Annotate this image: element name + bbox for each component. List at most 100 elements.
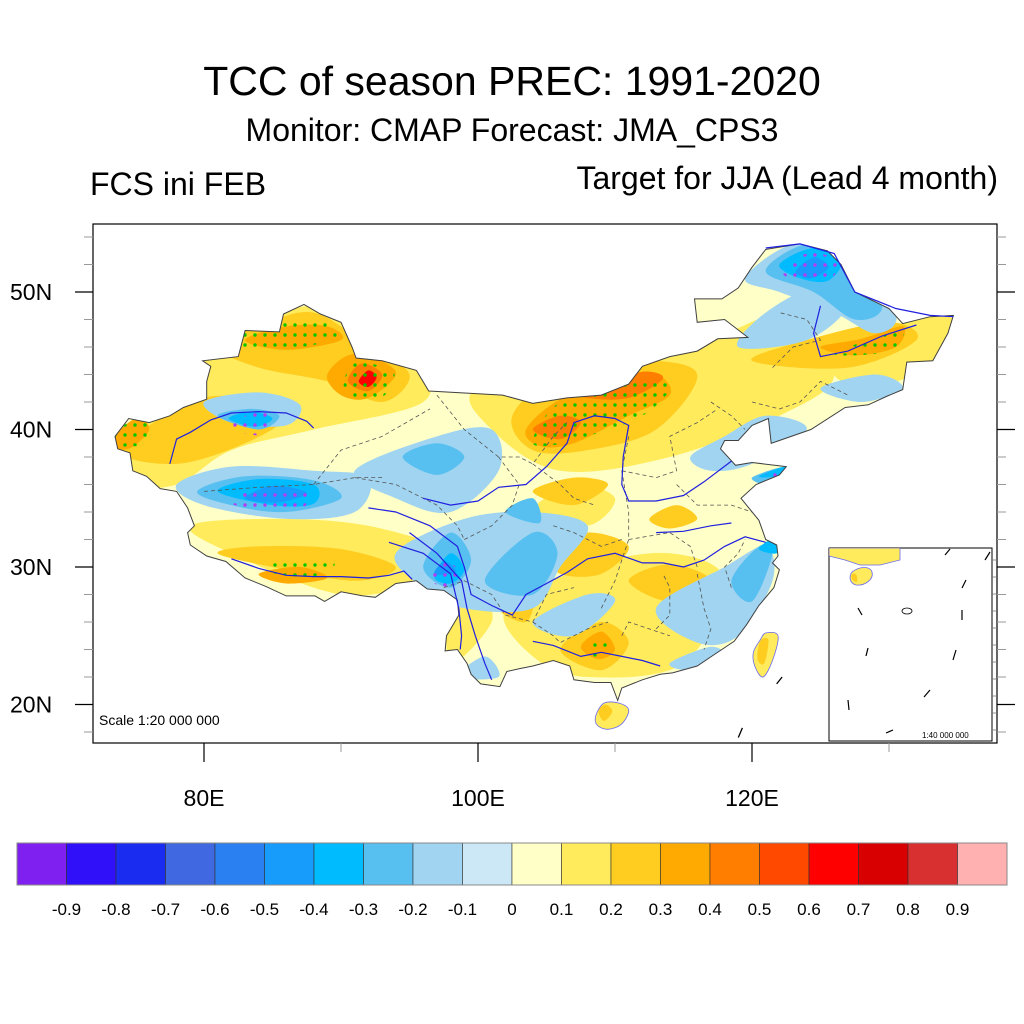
contour-region bbox=[649, 505, 698, 529]
province-border bbox=[628, 532, 698, 568]
river-line bbox=[423, 415, 732, 506]
contour-region bbox=[820, 374, 903, 402]
river-line bbox=[231, 558, 413, 580]
colorbar: -0.9 -0.8 -0.7 -0.6 -0.5 -0.4 -0.3 -0.2 -0.1 0 0.1… bbox=[16, 842, 1008, 919]
river-line bbox=[409, 532, 493, 681]
contour-region bbox=[532, 593, 616, 637]
province-border bbox=[621, 621, 670, 637]
province-border bbox=[464, 456, 520, 540]
significant-negative-stipple bbox=[231, 411, 273, 436]
significant-positive-stipple bbox=[265, 557, 335, 577]
colorbar-swatch bbox=[957, 842, 1008, 886]
province-border bbox=[532, 621, 609, 644]
nine-dash-segment bbox=[984, 551, 991, 561]
init-label: FCS ini FEB bbox=[90, 166, 267, 202]
colorbar-swatch bbox=[660, 842, 711, 886]
province-border bbox=[772, 312, 822, 368]
river-line bbox=[765, 243, 954, 318]
colorbar-label: -0.6 bbox=[200, 900, 229, 919]
significant-negative-stipple bbox=[231, 486, 310, 511]
contour-region bbox=[402, 443, 465, 475]
colorbar-swatch bbox=[462, 842, 513, 886]
nine-dash-segment bbox=[857, 607, 863, 616]
lat-tick-label: 30N bbox=[10, 554, 52, 580]
province-border bbox=[313, 408, 431, 485]
colorbar-label: -0.7 bbox=[151, 900, 180, 919]
colorbar-swatch bbox=[759, 842, 810, 886]
colorbar-swatch bbox=[412, 842, 463, 886]
river-line bbox=[812, 305, 917, 358]
nine-dash-segment bbox=[847, 699, 850, 711]
province-border bbox=[751, 380, 849, 410]
colorbar-swatch bbox=[214, 842, 265, 886]
taiwan-contour bbox=[757, 637, 769, 665]
colorbar-swatch bbox=[808, 842, 859, 886]
colorbar-label: 0.8 bbox=[896, 900, 920, 919]
nine-dash-segment bbox=[961, 579, 967, 589]
colorbar-label: 0.1 bbox=[550, 900, 574, 919]
province-border bbox=[553, 525, 622, 547]
colorbar-swatch bbox=[709, 842, 760, 886]
colorbar-label: 0.5 bbox=[748, 900, 772, 919]
province-border bbox=[676, 484, 753, 513]
colorbar-label: 0.6 bbox=[797, 900, 821, 919]
colorbar-swatch bbox=[511, 842, 562, 886]
province-border bbox=[354, 477, 465, 540]
colorbar-label: -0.8 bbox=[101, 900, 130, 919]
inset-islands bbox=[901, 607, 913, 615]
nine-dash-segment bbox=[944, 548, 951, 556]
province-border bbox=[621, 408, 719, 479]
significant-positive-stipple bbox=[224, 318, 337, 352]
colorbar-label: 0 bbox=[507, 900, 516, 919]
province-border bbox=[203, 477, 383, 492]
province-border bbox=[436, 394, 568, 465]
river-line bbox=[169, 410, 315, 465]
colorbar-label: -0.9 bbox=[52, 900, 81, 919]
river-line bbox=[656, 522, 732, 534]
boundary-dash bbox=[737, 727, 744, 738]
nine-dash-segment bbox=[923, 689, 931, 698]
river-line bbox=[388, 541, 463, 650]
map-scale-label: Scale 1:20 000 000 bbox=[99, 712, 220, 728]
colorbar-swatch bbox=[858, 842, 909, 886]
hainan-contour bbox=[598, 704, 613, 721]
colorbar-label: -0.4 bbox=[299, 900, 328, 919]
china-border bbox=[114, 243, 955, 702]
south-china-sea-inset: 1:40 000 000 bbox=[828, 547, 997, 742]
tcc-contour-field bbox=[114, 243, 955, 738]
colorbar-label: -0.1 bbox=[448, 900, 477, 919]
colorbar-label: -0.5 bbox=[250, 900, 279, 919]
contour-region bbox=[484, 531, 558, 596]
contour-region bbox=[731, 544, 773, 603]
province-border bbox=[710, 401, 746, 430]
lon-tick-label: 100E bbox=[451, 785, 505, 811]
lon-tick-label: 120E bbox=[725, 785, 779, 811]
inset-hainan-contour bbox=[851, 573, 858, 582]
significant-positive-stipple bbox=[587, 635, 610, 657]
colorbar-swatch bbox=[907, 842, 958, 886]
river-line bbox=[368, 507, 766, 616]
lat-tick-label: 20N bbox=[10, 692, 52, 718]
target-label: Target for JJA (Lead 4 month) bbox=[576, 160, 998, 196]
nine-dash-segment bbox=[885, 729, 894, 734]
colorbar-label: 0.9 bbox=[946, 900, 970, 919]
colorbar-swatch bbox=[610, 842, 661, 886]
province-border bbox=[532, 463, 595, 506]
lon-tick-label: 80E bbox=[184, 785, 225, 811]
significant-positive-stipple bbox=[115, 420, 150, 447]
river-line bbox=[532, 640, 661, 667]
chart-title: TCC of season PREC: 1991-2020 bbox=[203, 58, 821, 104]
contour-region bbox=[532, 477, 609, 506]
chart-subtitle: Monitor: CMAP Forecast: JMA_CPS3 bbox=[245, 112, 779, 148]
colorbar-swatch bbox=[313, 842, 364, 886]
boundary-dash bbox=[776, 676, 783, 685]
colorbar-swatch bbox=[66, 842, 117, 886]
inset-scale-label: 1:40 000 000 bbox=[922, 731, 969, 740]
significant-positive-stipple bbox=[833, 329, 904, 356]
province-border bbox=[724, 539, 746, 588]
colorbar-label: 0.4 bbox=[698, 900, 722, 919]
colorbar-label: -0.2 bbox=[398, 900, 427, 919]
colorbar-swatch bbox=[16, 842, 67, 886]
colorbar-label: -0.3 bbox=[349, 900, 378, 919]
